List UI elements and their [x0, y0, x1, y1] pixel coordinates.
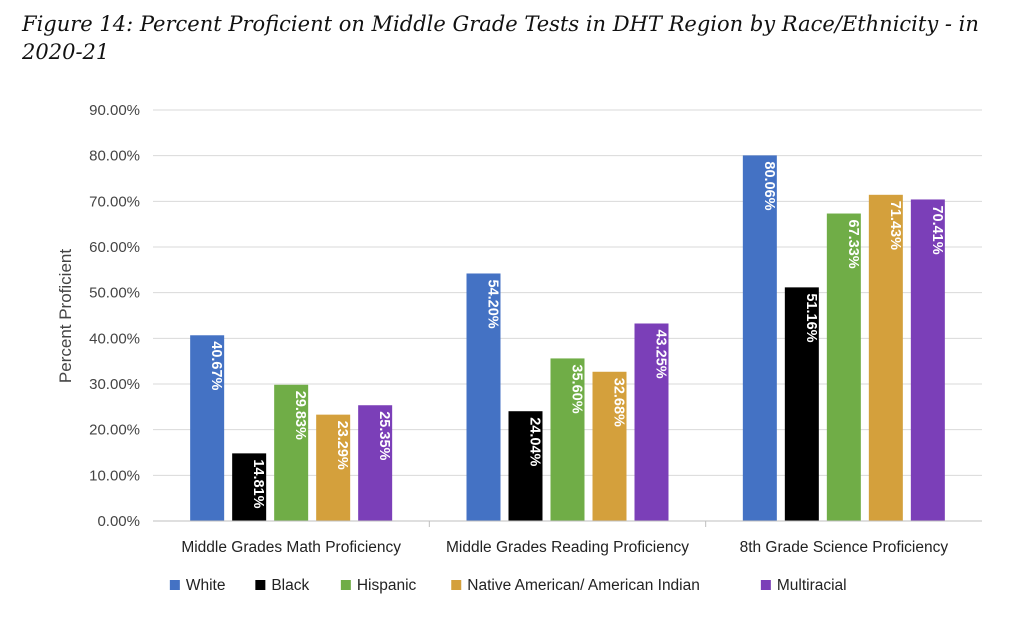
y-tick-label: 90.00% [89, 102, 140, 119]
bar [910, 199, 945, 521]
data-label: 32.68% [611, 378, 627, 427]
y-tick-label: 20.00% [89, 422, 140, 439]
y-tick-label: 70.00% [89, 193, 140, 210]
bar [508, 411, 543, 521]
bar [358, 405, 393, 521]
chart-title: Figure 14: Percent Proficient on Middle … [22, 12, 979, 64]
bar [190, 335, 225, 521]
y-axis-ticks: 0.00% 10.00% 20.00% 30.00% 40.00% 50.00% 60.00… [89, 102, 140, 530]
data-label: 24.04% [527, 417, 543, 466]
x-axis: Middle Grades Math Proficiency Middle Gra… [153, 520, 982, 556]
data-label: 43.25% [653, 329, 669, 378]
y-tick-label: 80.00% [89, 148, 140, 165]
legend: White Black Hispanic Native American/ Ameri… [169, 577, 847, 594]
data-label: 67.33% [845, 220, 861, 269]
legend-label: Multiracial [777, 577, 847, 594]
bar [868, 194, 903, 522]
data-labels: 40.67% 14.81% 29.83% 23.29% 25.35% 54.20% 24.0… [208, 161, 945, 508]
legend-label: Native American/ American Indian [467, 577, 700, 594]
data-label: 23.29% [334, 421, 350, 470]
y-tick-label: 30.00% [89, 376, 140, 393]
data-label: 51.16% [803, 293, 819, 342]
x-tick-label: Middle Grades Math Proficiency [181, 539, 401, 556]
legend-label: Black [271, 577, 309, 594]
y-tick-label: 10.00% [89, 467, 140, 484]
data-label: 35.60% [569, 364, 585, 413]
bar [274, 384, 309, 521]
data-label: 14.81% [250, 459, 266, 508]
y-axis-label: Percent Proficient [56, 249, 75, 383]
x-tick-label: 8th Grade Science Proficiency [740, 539, 949, 556]
bar [232, 453, 267, 521]
data-label: 25.35% [376, 411, 392, 460]
data-label: 70.41% [929, 205, 945, 254]
bar [316, 414, 351, 521]
x-tick-label: Middle Grades Reading Proficiency [446, 539, 689, 556]
data-label: 40.67% [208, 341, 224, 390]
data-label: 54.20% [485, 279, 501, 328]
bar [466, 273, 501, 521]
legend-swatch [451, 580, 462, 590]
y-tick-label: 50.00% [89, 285, 140, 302]
legend-swatch [255, 580, 266, 590]
bar [592, 371, 627, 521]
bar [550, 358, 585, 521]
bar [742, 155, 777, 521]
legend-label: Hispanic [357, 577, 417, 594]
data-label: 80.06% [761, 161, 777, 210]
data-label: 29.83% [292, 391, 308, 440]
y-tick-label: 0.00% [97, 513, 140, 530]
legend-swatch [169, 580, 180, 590]
legend-label: White [186, 577, 226, 594]
bar [784, 287, 819, 521]
bars [190, 155, 945, 522]
bar [826, 213, 861, 521]
data-label: 71.43% [887, 201, 903, 250]
bar [634, 323, 669, 521]
y-tick-label: 60.00% [89, 239, 140, 256]
legend-swatch [760, 580, 771, 590]
legend-swatch [340, 580, 351, 590]
y-tick-label: 40.00% [89, 330, 140, 347]
